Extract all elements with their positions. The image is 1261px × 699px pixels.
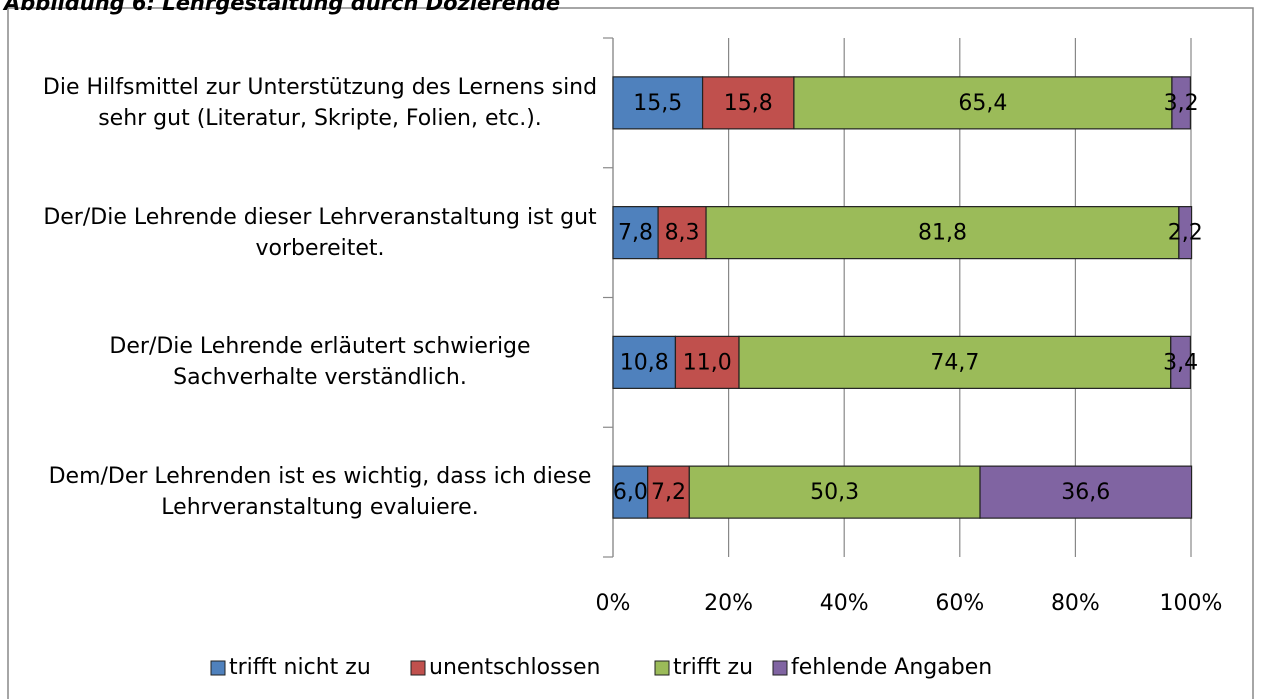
data-label: 65,4 (958, 91, 1007, 116)
x-tick-label: 20% (704, 591, 753, 616)
bar-segment (674, 335, 740, 389)
x-tick-label: 0% (596, 591, 631, 616)
data-label: 10,8 (620, 350, 669, 375)
bar-segment (647, 465, 690, 519)
legend-label: unentschlossen (429, 655, 600, 680)
data-label: 74,7 (930, 350, 979, 375)
bar-segment (612, 335, 677, 389)
bar-segment (1178, 206, 1193, 260)
data-label: 3,2 (1164, 91, 1199, 116)
data-label: 11,0 (683, 350, 732, 375)
bar-segment (738, 335, 1172, 389)
x-tick-label: 100% (1160, 591, 1223, 616)
data-label: 81,8 (918, 221, 967, 246)
bar-segment (1171, 76, 1192, 130)
x-tick-label: 40% (820, 591, 869, 616)
bar-segment (1170, 335, 1192, 389)
bar-segment (793, 76, 1173, 130)
legend-swatch (654, 660, 670, 676)
legend-label: fehlende Angaben (791, 655, 992, 680)
x-tick-label: 60% (935, 591, 984, 616)
bar-segment (612, 206, 659, 260)
legend-label: trifft zu (673, 655, 753, 680)
y-tick-label: Der/Die Lehrende erläutert schwierige Sa… (109, 334, 531, 391)
bar-segment (701, 76, 795, 130)
data-label: 7,8 (618, 221, 653, 246)
data-label: 7,2 (651, 480, 686, 505)
data-label: 15,5 (633, 91, 682, 116)
data-label: 15,8 (724, 91, 773, 116)
legend-swatch (772, 660, 788, 676)
chart-title: Abbildung 6: Lehrgestaltung durch Dozier… (2, 0, 560, 15)
data-label: 8,3 (665, 221, 700, 246)
bar-segment (705, 206, 1180, 260)
x-tick-label: 80% (1051, 591, 1100, 616)
y-tick-label: Die Hilfsmittel zur Unterstützung des Le… (42, 74, 598, 131)
legend-swatch (410, 660, 426, 676)
data-label: 3,4 (1163, 350, 1198, 375)
y-tick-label: Der/Die Lehrende dieser Lehrveranstaltun… (43, 204, 597, 261)
bar-segment (979, 465, 1193, 519)
legend-swatch (210, 660, 226, 676)
bar-segment (612, 76, 704, 130)
y-tick-label: Dem/Der Lehrenden ist es wichtig, dass i… (48, 464, 592, 521)
data-label: 36,6 (1061, 480, 1110, 505)
data-label: 2,2 (1168, 221, 1203, 246)
legend-label: trifft nicht zu (229, 655, 371, 680)
data-label: 6,0 (613, 480, 648, 505)
data-label: 50,3 (810, 480, 859, 505)
